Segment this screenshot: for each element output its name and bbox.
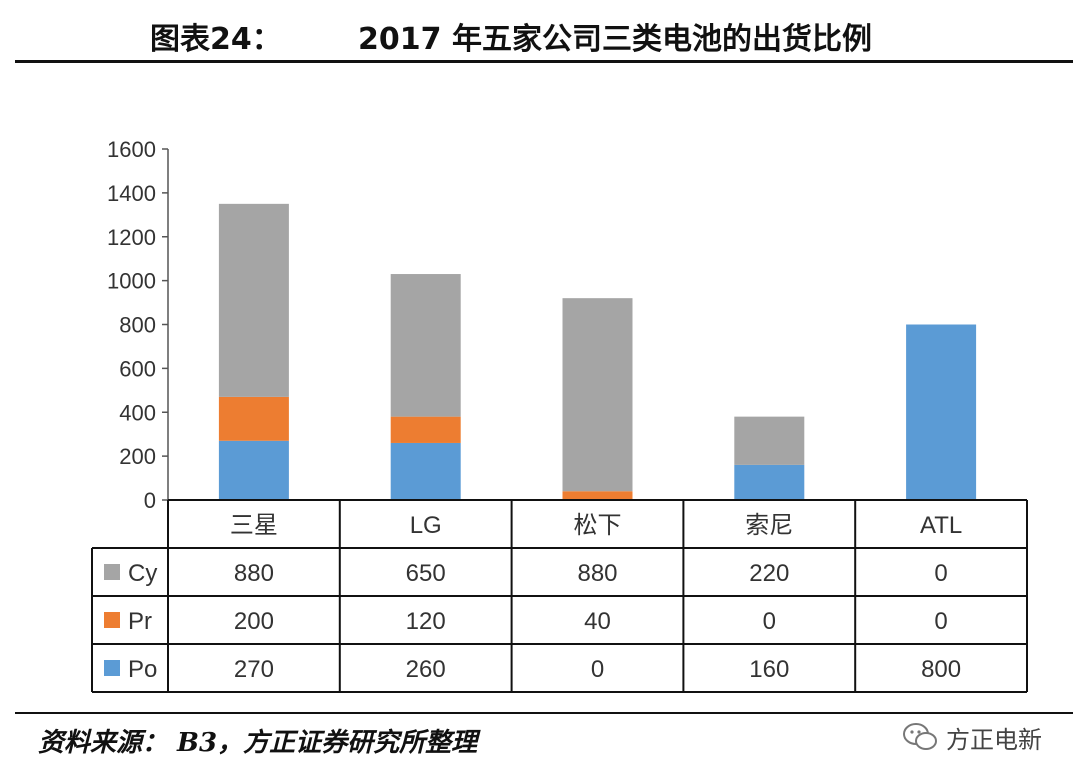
legend-swatch-pr	[104, 612, 120, 628]
table-value: 880	[234, 560, 274, 587]
table-value: 880	[577, 560, 617, 587]
wechat-icon	[903, 723, 937, 750]
legend-swatch-po	[104, 660, 120, 676]
y-tick-label: 0	[144, 488, 156, 513]
figure-label: 图表24：	[150, 22, 282, 57]
table-value: 160	[749, 656, 789, 683]
category-label: 三星	[230, 512, 278, 539]
bar-po-0	[218, 440, 289, 500]
bottom-rule	[15, 712, 1073, 714]
category-label: 松下	[574, 512, 622, 539]
title-bar: 图表24： 2017 年五家公司三类电池的出货比例	[0, 0, 1080, 62]
table-value: 0	[934, 560, 947, 587]
table-value: 0	[934, 608, 947, 635]
bar-cy-3	[734, 416, 805, 465]
table-value: 270	[234, 656, 274, 683]
y-tick-label: 400	[119, 400, 156, 425]
legend-swatch-cy	[104, 564, 120, 580]
bar-pr-0	[218, 396, 289, 441]
y-tick-label: 1200	[107, 225, 156, 250]
bar-po-1	[390, 442, 461, 500]
table-value: 120	[406, 608, 446, 635]
top-rule	[15, 60, 1073, 63]
legend-label-po: Po	[128, 656, 157, 683]
legend-label-pr: Pr	[128, 608, 152, 635]
category-label: LG	[410, 512, 442, 539]
category-label: ATL	[920, 512, 962, 539]
bar-po-3	[734, 464, 805, 500]
legend-label-cy: Cy	[128, 560, 157, 587]
category-label: 索尼	[745, 512, 793, 539]
chart-title: 2017 年五家公司三类电池的出货比例	[358, 22, 872, 57]
y-tick-label: 200	[119, 444, 156, 469]
source-note: 资料来源： B3，方正证券研究所整理	[38, 728, 478, 758]
bar-cy-1	[390, 274, 461, 417]
y-tick-label: 1600	[107, 137, 156, 162]
y-tick-label: 800	[119, 313, 156, 338]
table-value: 650	[406, 560, 446, 587]
brand-watermark: 方正电新	[902, 720, 1042, 754]
table-value: 220	[749, 560, 789, 587]
brand-label: 方正电新	[946, 725, 1042, 754]
table-value: 0	[591, 656, 604, 683]
y-tick-label: 600	[119, 356, 156, 381]
bar-cy-2	[562, 298, 633, 492]
y-tick-label: 1400	[107, 181, 156, 206]
table-value: 800	[921, 656, 961, 683]
bar-po-4	[906, 324, 977, 500]
table-value: 40	[584, 608, 611, 635]
bar-pr-1	[390, 416, 461, 443]
table-value: 200	[234, 608, 274, 635]
table-value: 0	[763, 608, 776, 635]
bar-pr-2	[562, 491, 633, 500]
table-value: 260	[406, 656, 446, 683]
bar-cy-0	[218, 203, 289, 397]
y-tick-label: 1000	[107, 269, 156, 294]
